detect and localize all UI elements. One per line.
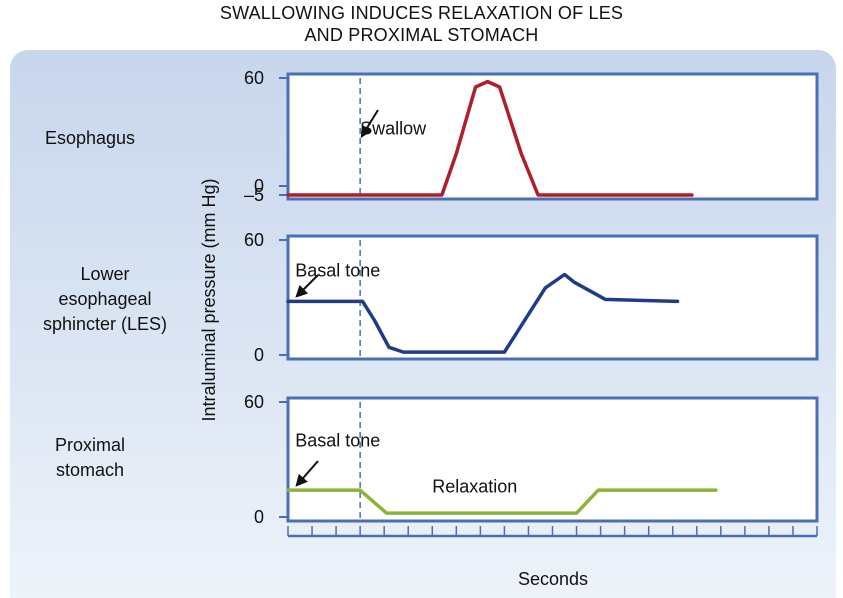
plot-frame-stomach bbox=[286, 396, 819, 523]
annotation-swallow: Swallow bbox=[360, 118, 427, 138]
y-tick-label-les: 60 bbox=[244, 230, 264, 250]
row-label-esophagus-text: Esophagus bbox=[44, 128, 136, 148]
basal-tone-arrow-les bbox=[295, 274, 319, 298]
annotation-basal-tone: Basal tone bbox=[295, 261, 380, 281]
row-label-les: Lower esophageal sphincter (LES) bbox=[25, 262, 185, 337]
row-label-esophagus: Esophagus bbox=[30, 126, 150, 151]
y-tick-label-esophagus: 60 bbox=[244, 68, 264, 88]
series-line-stomach bbox=[286, 488, 718, 515]
chart-title: SWALLOWING INDUCES RELAXATION OF LES AND… bbox=[0, 2, 843, 46]
chart-title-line2: AND PROXIMAL STOMACH bbox=[304, 25, 539, 45]
row-label-les-line1: Lower bbox=[80, 264, 130, 284]
row-label-les-line3: sphincter (LES) bbox=[42, 314, 168, 334]
annotation-relaxation: Relaxation bbox=[432, 476, 517, 496]
y-tick-label-stomach: 60 bbox=[244, 392, 264, 412]
y-tick-label-esophagus: 0 bbox=[254, 176, 264, 196]
annotation-basal-tone: Basal tone bbox=[295, 430, 380, 450]
swallow-arrow bbox=[360, 109, 379, 139]
row-label-stomach: Proximal stomach bbox=[30, 433, 150, 483]
y-tick-label-les: 0 bbox=[254, 345, 264, 365]
row-label-stomach-line1: Proximal bbox=[54, 435, 125, 455]
row-label-les-line2: esophageal bbox=[58, 289, 152, 309]
chart-title-line1: SWALLOWING INDUCES RELAXATION OF LES bbox=[219, 3, 624, 23]
series-line-les bbox=[286, 272, 680, 354]
row-label-stomach-line2: stomach bbox=[55, 460, 125, 480]
series-line-esophagus bbox=[286, 79, 694, 197]
y-tick-label-stomach: 0 bbox=[254, 507, 264, 527]
y-tick-label-esophagus: –5 bbox=[244, 185, 264, 205]
basal-tone-arrow-stomach bbox=[295, 460, 319, 487]
x-axis-label: Seconds bbox=[518, 569, 588, 589]
y-axis-label: Intraluminal pressure (mm Hg) bbox=[199, 178, 219, 421]
plot-frame-les bbox=[286, 234, 819, 361]
plot-frame-esophagus bbox=[286, 72, 819, 201]
